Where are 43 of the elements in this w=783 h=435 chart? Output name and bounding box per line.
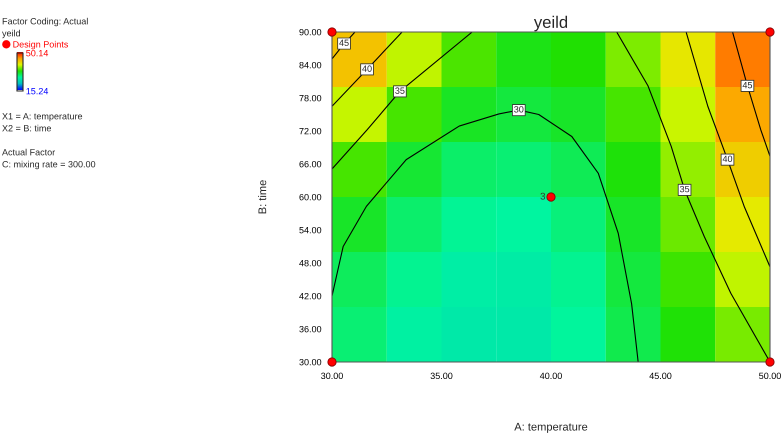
x-tick-label: 30.00 <box>321 372 343 380</box>
y-tick-label: 54.00 <box>299 226 322 234</box>
annotation: 35 <box>680 186 690 192</box>
x-tick-label: 40.00 <box>540 372 562 380</box>
y-tick-label: 60.00 <box>299 194 322 200</box>
text: X2 = B: time <box>2 124 52 132</box>
point <box>546 192 556 202</box>
x-tick-label: 35.00 <box>430 372 452 380</box>
point <box>765 27 775 37</box>
annotation: 3 <box>540 192 546 200</box>
line-series <box>732 32 770 157</box>
y-tick-label: 30.00 <box>299 358 322 366</box>
text: Factor Coding: Actual <box>2 18 88 26</box>
legend-label: Design Points <box>13 40 68 50</box>
point <box>327 27 337 37</box>
annotation: 40 <box>722 156 732 162</box>
annotation: 30 <box>514 106 524 113</box>
y-tick-label: 48.00 <box>299 260 322 266</box>
y-axis-title: B: time <box>258 180 266 214</box>
y-tick-label: 36.00 <box>299 326 322 332</box>
y-tick-label: 84.00 <box>299 62 322 68</box>
y-tick-label: 78.00 <box>299 94 322 102</box>
color-bar-label: 15.24 <box>26 88 48 94</box>
x-axis-title: A: temperature <box>514 422 588 433</box>
line-series <box>332 32 473 170</box>
annotation: 45 <box>339 40 349 46</box>
x-tick-label: 45.00 <box>649 372 672 380</box>
y-tick-label: 66.00 <box>299 160 322 168</box>
y-tick-label: 90.00 <box>299 28 322 36</box>
color-bar-label: 50.14 <box>26 50 48 56</box>
color-bar-title: yeild <box>2 30 20 38</box>
chart-title: yeild <box>534 16 568 32</box>
x-tick-label: 50.00 <box>759 372 781 380</box>
annotation: 40 <box>362 65 372 72</box>
point <box>327 357 337 367</box>
text: X1 = A: temperature <box>2 113 82 122</box>
text: Actual Factor <box>2 148 56 156</box>
y-tick-label: 42.00 <box>299 292 322 300</box>
point <box>765 357 775 367</box>
text: C: mixing rate = 300.00 <box>2 160 96 170</box>
annotation: 45 <box>742 82 752 88</box>
y-tick-label: 72.00 <box>299 128 322 134</box>
annotation: 35 <box>395 87 405 94</box>
